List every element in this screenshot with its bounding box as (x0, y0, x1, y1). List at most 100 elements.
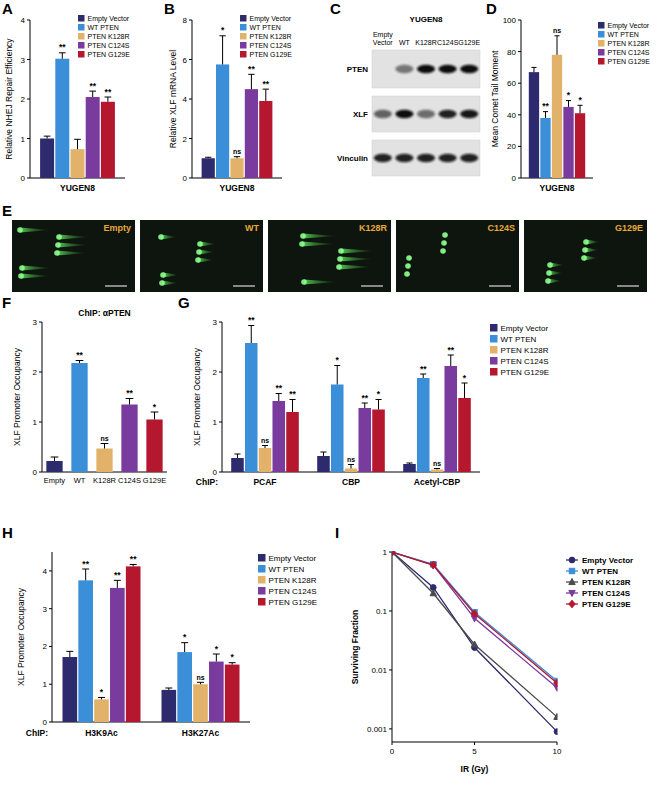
chart-a: A01234Relative NHEJ Repair Efficiency***… (2, 0, 130, 193)
y-tick (27, 99, 30, 100)
significance: ** (275, 383, 282, 393)
y-tick (39, 322, 42, 323)
error-line (77, 139, 78, 149)
scale-bar (233, 286, 255, 287)
comet-tail (341, 248, 375, 253)
comet-tail (339, 264, 373, 269)
y-tick-label: 80 (507, 48, 516, 57)
significance: ** (262, 79, 269, 89)
bar (71, 363, 87, 472)
y-tick-label: 4 (43, 567, 48, 576)
error-line (568, 101, 569, 107)
category-label: Acetyl-CBP (414, 477, 461, 487)
error-bar (151, 412, 159, 420)
error-bar (248, 74, 254, 89)
error-bar (276, 394, 282, 402)
y-tick-label: 0 (33, 468, 38, 477)
comet-head (159, 280, 165, 286)
legend-label: Empty Vector (269, 554, 317, 563)
error-cap (248, 74, 254, 75)
error-bar (98, 697, 105, 699)
error-line (184, 643, 185, 652)
error-cap (554, 35, 559, 36)
significance: * (463, 373, 467, 383)
point (471, 610, 477, 618)
comet-head (54, 250, 60, 256)
comet-head (581, 255, 587, 261)
x-tick-label: 5 (472, 747, 477, 756)
band (417, 65, 435, 73)
legend-label: Empty Vector (88, 15, 130, 23)
y-tick-label: 0.1 (376, 607, 388, 616)
comet-head (583, 239, 589, 245)
comet-head (545, 278, 551, 284)
legend: Empty VectorWT PTENPTEN K128RPTEN C124SP… (240, 15, 292, 58)
panel-label: B (164, 0, 175, 17)
comet-head (197, 241, 203, 247)
legend-label: PTEN C124S (582, 589, 631, 598)
comet-head (337, 256, 343, 262)
significance: * (336, 355, 340, 365)
legend-label: PTEN K128R (250, 33, 292, 40)
y-tick (189, 138, 192, 139)
error-cap (98, 697, 105, 698)
legend-swatch (78, 51, 85, 58)
legend-swatch (490, 357, 498, 365)
y-axis-label: XLF Promoter Occupancy (192, 347, 202, 446)
legend-swatch (258, 565, 266, 573)
error-bar (101, 444, 109, 449)
significance: ns (100, 435, 108, 442)
point (554, 679, 558, 687)
point (430, 590, 436, 596)
comet-background (140, 220, 263, 292)
y-tick (49, 684, 52, 685)
error-cap (531, 67, 536, 68)
comet-head (547, 262, 553, 268)
bar (55, 59, 69, 178)
error-bar (543, 112, 548, 118)
error-line (104, 444, 105, 449)
error-bar (566, 101, 571, 107)
significance: ** (248, 64, 255, 74)
comet-background (12, 220, 135, 292)
comet-tail (304, 279, 338, 284)
legend-label: WT PTEN (608, 31, 639, 38)
bars (46, 361, 162, 473)
comet-label: K128R (359, 223, 388, 233)
y-axis-label: Relative NHEJ Repair Efficiency (4, 38, 14, 160)
y-tick (219, 372, 222, 373)
error-bar (234, 454, 240, 458)
y-tick (49, 646, 52, 647)
error-cap (263, 89, 269, 90)
bars (529, 36, 585, 178)
point (471, 641, 477, 647)
comet-head (19, 265, 25, 271)
comet-head (196, 249, 202, 255)
significance: ns (433, 460, 441, 467)
band (460, 65, 478, 73)
error-line (69, 651, 70, 657)
row-label: XLF (353, 110, 368, 119)
error-cap (262, 445, 268, 446)
y-axis-label: XLF Promoter Occupancy (16, 587, 26, 686)
significance: ** (289, 389, 296, 399)
significance: ** (420, 364, 427, 374)
y-tick (389, 728, 392, 729)
error-bar (461, 383, 467, 398)
legend-label: PTEN C124S (501, 357, 549, 366)
comet-background (524, 220, 647, 292)
x-axis-label: IR (Gy) (461, 764, 489, 774)
y-tick-label: 1 (213, 418, 218, 427)
error-line (464, 383, 465, 398)
error-bar (213, 654, 220, 662)
significance: ** (361, 393, 368, 403)
error-bar (181, 643, 188, 652)
bar (444, 366, 457, 472)
bar (345, 469, 358, 473)
y-tick (518, 51, 521, 52)
legend-swatch (490, 324, 498, 332)
y-tick-label: 0 (183, 174, 188, 183)
error-bar (51, 457, 59, 461)
bar (121, 405, 137, 473)
significance: ** (82, 559, 89, 569)
